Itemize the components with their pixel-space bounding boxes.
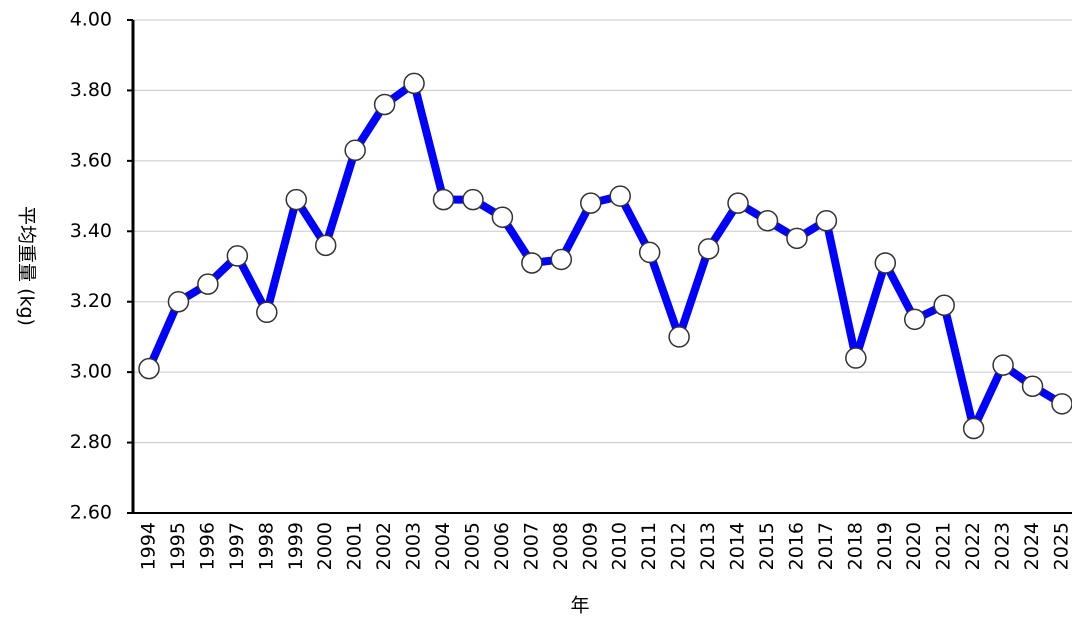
data-point (344, 139, 366, 162)
y-tick-label: 3.40 (70, 220, 112, 242)
data-point (432, 188, 455, 211)
y-tick-label: 3.60 (70, 149, 112, 171)
x-tick-label: 2024 (1021, 522, 1043, 570)
data-point (521, 252, 543, 274)
data-point (697, 238, 720, 260)
data-point (256, 301, 278, 324)
data-point (933, 294, 955, 316)
data-point (550, 248, 573, 271)
x-tick-label: 2021 (933, 522, 955, 570)
x-tick-label: 2019 (874, 522, 896, 570)
data-point (138, 357, 160, 380)
data-point (373, 93, 396, 116)
data-point (992, 354, 1014, 376)
x-tick-label: 2018 (844, 522, 866, 570)
x-tick-label: 2001 (344, 522, 366, 570)
data-point (815, 209, 838, 232)
x-tick-label: 2013 (697, 522, 719, 570)
x-tick-label: 2016 (785, 522, 807, 570)
data-point (727, 192, 749, 214)
data-point (903, 308, 926, 331)
data-point (580, 192, 602, 214)
x-tick-label: 2003 (403, 522, 425, 570)
x-tick-label: 2023 (992, 522, 1014, 570)
data-point (167, 290, 190, 313)
x-tick-label: 2015 (756, 522, 778, 570)
x-tick-label: 2012 (668, 522, 690, 570)
x-tick-label: 1999 (285, 522, 307, 570)
y-axis-label: 平均重量 (kg) (16, 206, 38, 326)
x-tick-label: 2025 (1051, 522, 1072, 570)
data-point (197, 273, 219, 295)
data-point (962, 417, 985, 440)
y-tick-label: 4.00 (70, 9, 112, 31)
data-point (226, 245, 249, 267)
data-point (285, 188, 308, 211)
x-tick-label: 1994 (138, 522, 160, 570)
x-tick-label: 2000 (314, 522, 336, 570)
y-tick-label: 3.00 (70, 361, 112, 383)
x-tick-label: 2006 (491, 522, 513, 570)
data-point (786, 227, 808, 250)
data-point (845, 347, 867, 369)
x-tick-label: 2008 (550, 522, 572, 570)
x-tick-label: 1997 (226, 522, 248, 570)
data-point (1021, 375, 1044, 397)
x-tick-label: 2014 (727, 522, 749, 570)
data-point (638, 241, 661, 264)
data-point (403, 72, 425, 95)
data-point (314, 234, 337, 257)
y-tick-label: 2.60 (70, 502, 112, 524)
x-tick-label: 2020 (903, 522, 925, 570)
x-tick-label: 1996 (196, 522, 218, 570)
x-tick-label: 1998 (255, 522, 277, 570)
x-tick-label: 2022 (962, 522, 984, 570)
x-tick-label: 2010 (609, 522, 631, 570)
data-point (874, 252, 897, 274)
data-point (491, 206, 514, 228)
x-tick-label: 2004 (432, 522, 454, 570)
x-tick-label: 2011 (638, 522, 660, 570)
data-point (1051, 393, 1072, 415)
data-point (668, 326, 690, 348)
y-tick-label: 2.80 (70, 431, 112, 453)
y-tick-label: 3.80 (70, 79, 112, 101)
data-line (145, 79, 1065, 433)
y-tick-label: 3.20 (70, 290, 112, 312)
x-tick-label: 2005 (461, 522, 483, 570)
x-tick-label: 2017 (815, 522, 837, 570)
x-tick-label: 2009 (579, 522, 601, 570)
data-point (756, 209, 779, 232)
x-axis-label: 年 (570, 595, 589, 617)
x-tick-label: 2007 (520, 522, 542, 570)
x-tick-label: 2002 (373, 522, 395, 570)
data-point (609, 185, 631, 207)
data-point (462, 188, 484, 211)
x-tick-label: 1995 (167, 522, 189, 570)
